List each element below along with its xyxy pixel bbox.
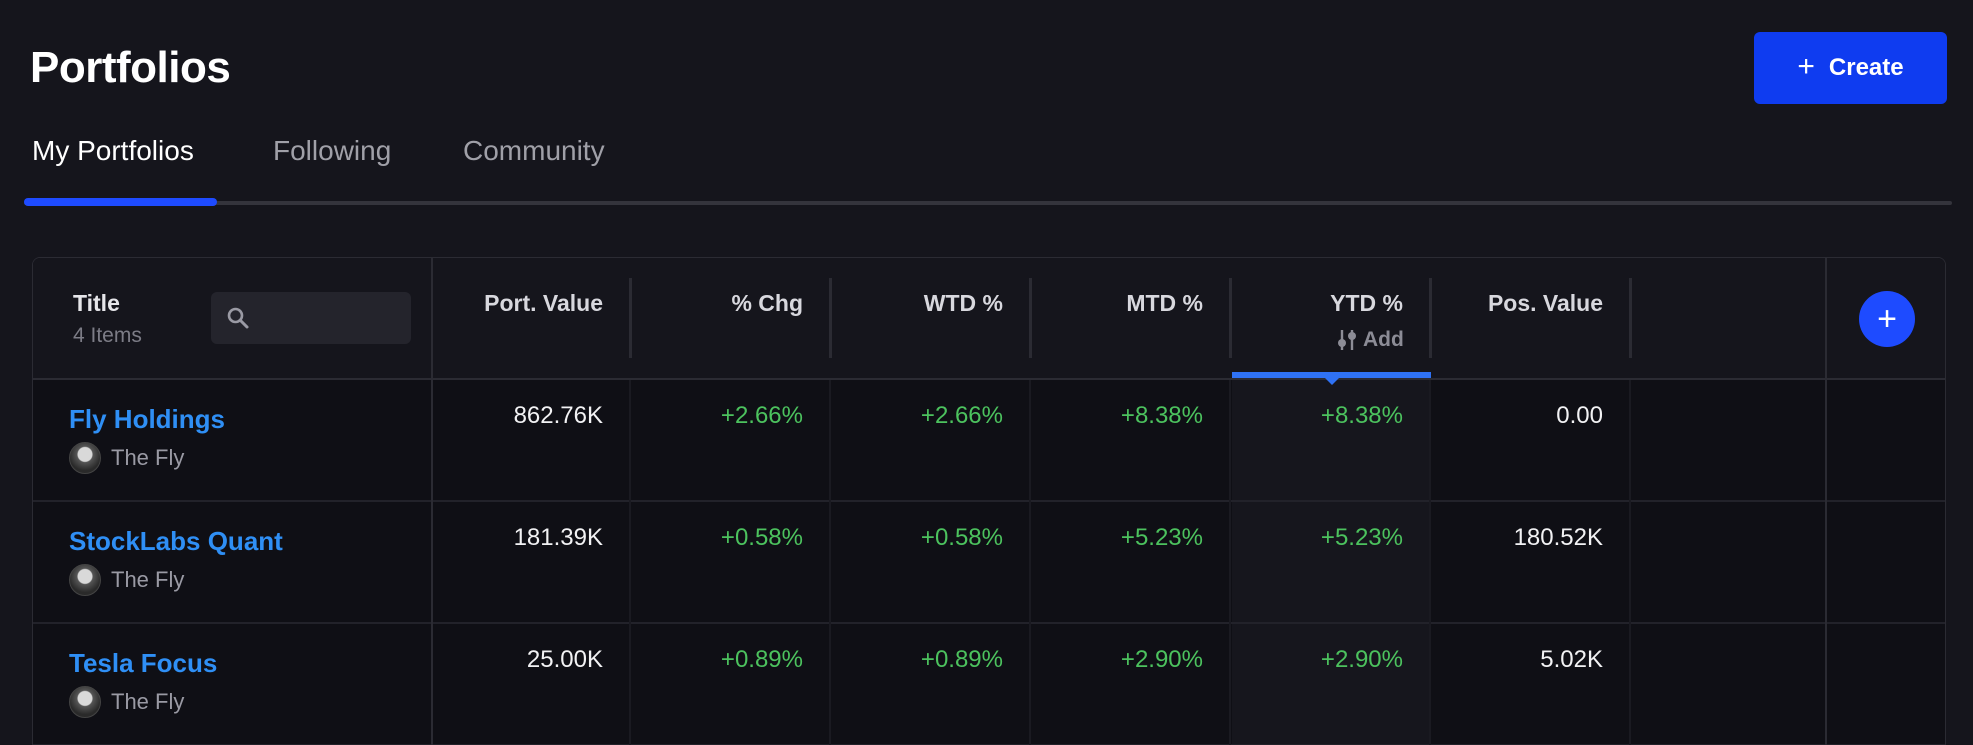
owner-name: The Fly [111, 567, 185, 592]
table-header: Title 4 Items Port. Value % Chg WTD % MT… [33, 258, 1945, 385]
owner-name: The Fly [111, 445, 185, 470]
active-tab-indicator [24, 198, 217, 206]
column-header-port-value[interactable]: Port. Value [484, 290, 603, 316]
ytd-sort-caret [1324, 377, 1340, 385]
avatar [69, 442, 101, 474]
column-header-pct-chg[interactable]: % Chg [731, 290, 803, 316]
column-header-mtd[interactable]: MTD % [1126, 290, 1203, 316]
portfolio-name-link[interactable]: StockLabs Quant [69, 526, 283, 556]
sliders-icon [1338, 330, 1356, 350]
portfolio-name-link[interactable]: Tesla Focus [69, 648, 218, 678]
grid-line [1429, 380, 1431, 745]
tab-following[interactable]: Following [273, 135, 392, 166]
portfolio-owner: The Fly [69, 686, 184, 718]
ytd-cell: +2.90% [1320, 646, 1403, 673]
column-separator [1029, 278, 1032, 358]
portfolio-table: Title 4 Items Port. Value % Chg WTD % MT… [32, 257, 1946, 745]
title-header[interactable]: Title [73, 290, 120, 316]
grid-line [629, 380, 631, 745]
grid-line [1629, 380, 1631, 745]
search-box[interactable] [211, 292, 411, 344]
table-row[interactable]: Tesla Focus The Fly 25.00K +0.89% +0.89%… [33, 624, 1945, 745]
plus-icon: + [1797, 49, 1815, 83]
tab-track [24, 201, 1952, 205]
pos-value-cell: 180.52K [1513, 524, 1603, 551]
mtd-cell: +5.23% [1120, 524, 1203, 551]
ytd-cell: +8.38% [1320, 402, 1403, 429]
port-value-cell: 181.39K [513, 524, 603, 551]
item-count: 4 Items [73, 324, 142, 347]
column-separator [1229, 278, 1232, 358]
port-value-cell: 25.00K [526, 646, 603, 673]
column-header-ytd[interactable]: YTD % [1330, 290, 1403, 316]
table-row[interactable]: StockLabs Quant The Fly 181.39K +0.58% +… [33, 502, 1945, 624]
wtd-cell: +0.58% [920, 524, 1003, 551]
grid-line [1229, 380, 1231, 745]
add-column-control[interactable]: Add [1337, 328, 1404, 352]
column-header-wtd[interactable]: WTD % [923, 290, 1003, 316]
column-separator [1629, 278, 1632, 358]
column-separator [629, 278, 632, 358]
avatar [69, 564, 101, 596]
ytd-cell: +5.23% [1320, 524, 1403, 551]
add-column-label: Add [1363, 328, 1404, 351]
actions-column-divider [1825, 258, 1827, 745]
create-button-label: Create [1828, 54, 1904, 81]
title-column-divider [431, 258, 433, 745]
mtd-cell: +2.90% [1120, 646, 1203, 673]
portfolio-name-link[interactable]: Fly Holdings [69, 404, 225, 434]
owner-name: The Fly [111, 689, 185, 714]
table-row[interactable]: Fly Holdings The Fly 862.76K +2.66% +2.6… [33, 380, 1945, 502]
add-column-button[interactable]: + [1859, 291, 1915, 347]
grid-line [1029, 380, 1031, 745]
pct-chg-cell: +0.58% [720, 524, 803, 551]
plus-icon: + [1877, 300, 1897, 338]
mtd-cell: +8.38% [1120, 402, 1203, 429]
avatar [69, 686, 101, 718]
wtd-cell: +0.89% [920, 646, 1003, 673]
search-input[interactable] [259, 292, 405, 344]
grid-line [829, 380, 831, 745]
create-button[interactable]: + Create [1754, 32, 1947, 104]
pct-chg-cell: +2.66% [720, 402, 803, 429]
ytd-column-highlight [1232, 380, 1431, 745]
column-separator [829, 278, 832, 358]
port-value-cell: 862.76K [513, 402, 603, 429]
portfolio-owner: The Fly [69, 564, 184, 596]
pct-chg-cell: +0.89% [720, 646, 803, 673]
search-icon [227, 307, 249, 329]
portfolio-owner: The Fly [69, 442, 184, 474]
ytd-sort-indicator [1232, 372, 1431, 378]
column-header-pos-value[interactable]: Pos. Value [1487, 290, 1603, 316]
tab-bar: My Portfolios Following Community [24, 130, 1952, 206]
tab-my-portfolios[interactable]: My Portfolios [32, 135, 194, 166]
tab-community[interactable]: Community [463, 135, 605, 166]
page-title: Portfolios [30, 43, 231, 92]
pos-value-cell: 5.02K [1540, 646, 1603, 673]
pos-value-cell: 0.00 [1556, 402, 1603, 429]
column-separator [1429, 278, 1432, 358]
wtd-cell: +2.66% [920, 402, 1003, 429]
